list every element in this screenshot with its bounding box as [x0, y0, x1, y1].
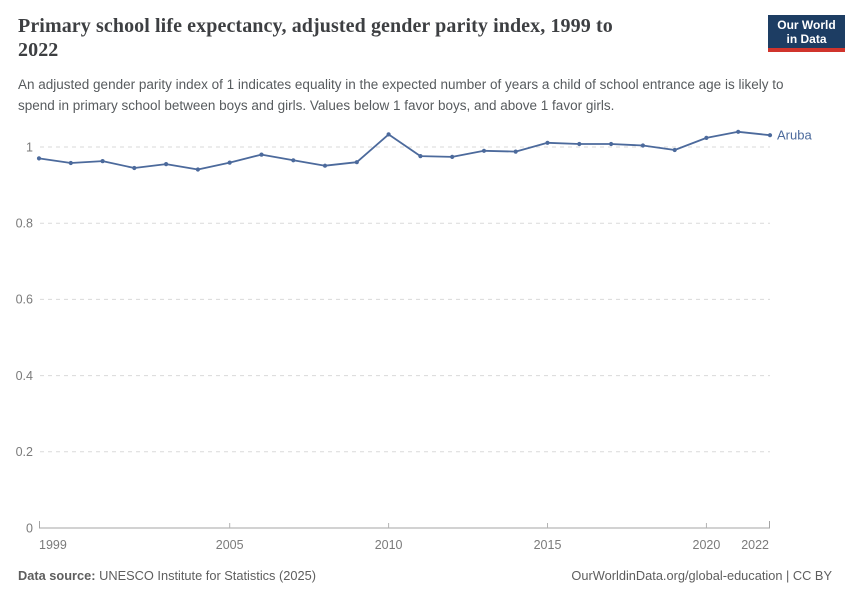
data-point — [704, 135, 709, 140]
chart-subtitle: An adjusted gender parity index of 1 ind… — [18, 77, 784, 114]
x-tick-label: 2022 — [741, 538, 769, 552]
y-tick-label: 0.4 — [16, 369, 33, 383]
data-point — [68, 160, 73, 166]
x-tick-label: 2010 — [375, 538, 403, 552]
title-line-1: Primary school life expectancy, adjusted… — [18, 15, 613, 37]
entity-label-aruba: Aruba — [777, 128, 812, 143]
data-point — [322, 163, 328, 168]
data-point — [640, 143, 646, 148]
x-tick-label: 2005 — [216, 538, 244, 552]
data-point — [100, 159, 105, 164]
data-point — [672, 147, 677, 153]
data-source-label: Data source: — [18, 568, 96, 583]
header: Primary school life expectancy, adjusted… — [18, 14, 758, 63]
data-source: Data source: UNESCO Institute for Statis… — [18, 568, 316, 583]
y-tick-label: 1 — [26, 140, 33, 154]
footer: Data source: UNESCO Institute for Statis… — [18, 568, 832, 583]
series-line-aruba — [38, 130, 771, 171]
y-tick-label: 0.2 — [16, 445, 33, 459]
data-point — [545, 140, 550, 145]
data-point — [132, 165, 137, 171]
data-point — [767, 133, 773, 138]
data-point — [513, 149, 518, 154]
data-point — [736, 129, 741, 134]
logo-line-2: in Data — [786, 31, 827, 46]
logo-line-1: Our World — [777, 17, 836, 32]
data-point — [227, 160, 232, 165]
data-point — [354, 160, 359, 165]
title-line-2: 2022 — [18, 39, 59, 62]
license-credit: OurWorldinData.org/global-education | CC… — [571, 568, 832, 583]
data-point — [609, 141, 614, 147]
data-point — [259, 152, 264, 157]
x-tick-label: 2015 — [534, 538, 562, 552]
page-title: Primary school life expectancy, adjusted… — [18, 14, 758, 63]
data-source-value: UNESCO Institute for Statistics (2025) — [99, 568, 317, 583]
data-point — [577, 141, 582, 147]
data-point — [291, 158, 296, 163]
data-point — [195, 167, 200, 172]
y-tick-label: 0.8 — [16, 217, 33, 231]
y-tick-label: 0.6 — [16, 293, 33, 307]
data-point — [450, 154, 455, 159]
data-point — [481, 148, 487, 153]
data-point — [418, 154, 423, 159]
y-tick-label: 0 — [26, 521, 33, 535]
x-tick-label: 2020 — [693, 538, 721, 552]
data-point — [386, 132, 391, 137]
x-tick-label: 1999 — [39, 538, 67, 552]
owid-logo: Our World in Data — [768, 15, 845, 52]
data-point — [36, 156, 42, 161]
data-point — [164, 162, 169, 167]
